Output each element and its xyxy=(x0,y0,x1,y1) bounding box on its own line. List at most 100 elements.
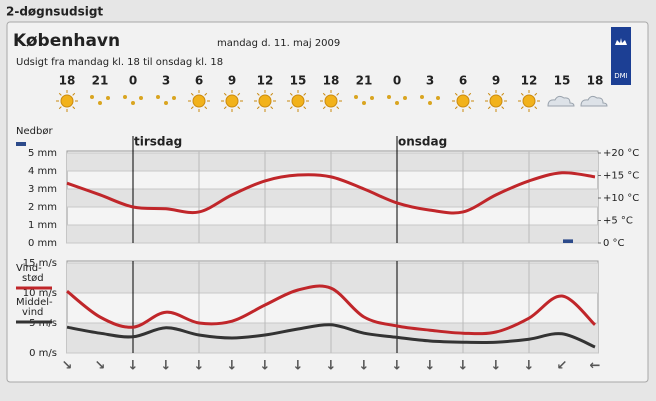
y-tick-label: 0 mm xyxy=(28,238,57,249)
wind-arrow: ↓ xyxy=(293,359,304,374)
hour-label: 21 xyxy=(92,74,109,88)
sun-ray xyxy=(190,92,194,96)
star-icon xyxy=(387,95,391,99)
legend-label: Middel- xyxy=(16,297,53,308)
wind-arrow: ↓ xyxy=(359,359,370,374)
hour-label: 18 xyxy=(323,74,340,88)
hour-label: 9 xyxy=(228,74,236,88)
y-tick-label: 3 mm xyxy=(28,184,57,195)
star-icon xyxy=(403,96,407,100)
hour-label: 15 xyxy=(290,74,307,88)
wind-arrow: ↓ xyxy=(392,359,403,374)
subtitle: Udsigt fra mandag kl. 18 til onsdag kl. … xyxy=(16,57,223,68)
legend-label: Nedbør xyxy=(16,126,53,137)
day-label: onsdag xyxy=(398,135,447,149)
sun-ray xyxy=(534,106,538,110)
line xyxy=(66,171,596,215)
sun-ray xyxy=(520,92,524,96)
date: mandag d. 11. maj 2009 xyxy=(217,38,340,49)
cloud-icon xyxy=(580,95,608,107)
wind-arrow: ↓ xyxy=(128,359,139,374)
sun-icon xyxy=(456,94,470,108)
wind-arrow: ← xyxy=(590,359,601,374)
sun-ray xyxy=(322,106,326,110)
star-icon xyxy=(123,95,127,99)
star-icon xyxy=(420,95,424,99)
star-icon xyxy=(354,95,358,99)
sun-ray xyxy=(303,92,307,96)
hour-label: 21 xyxy=(356,74,373,88)
star-icon xyxy=(164,101,168,105)
star-icon xyxy=(106,96,110,100)
hour-label: 18 xyxy=(59,74,76,88)
cloud-icon xyxy=(547,95,575,107)
y-tick-label: 10 m/s xyxy=(23,288,57,299)
sun-ray xyxy=(58,106,62,110)
y-tick-label: 5 mm xyxy=(28,148,57,159)
y-tick-label: 2 mm xyxy=(28,202,57,213)
sun-icon xyxy=(225,94,239,108)
sun-icon xyxy=(291,94,305,108)
band xyxy=(67,225,598,243)
hour-label: 15 xyxy=(554,74,571,88)
y2-tick-label: 0 °C xyxy=(603,238,625,249)
wind-arrow: ↓ xyxy=(161,359,172,374)
hour-label: 3 xyxy=(162,74,170,88)
sun-ray xyxy=(322,92,326,96)
hour-label: 6 xyxy=(195,74,203,88)
wind-arrow: ↓ xyxy=(326,359,337,374)
y-tick-label: 4 mm xyxy=(28,166,57,177)
sun-ray xyxy=(204,106,208,110)
line xyxy=(66,284,597,336)
wind-arrow: ↓ xyxy=(458,359,469,374)
legend-label: stød xyxy=(22,273,44,284)
sun-ray xyxy=(487,106,491,110)
sun-ray xyxy=(72,92,76,96)
logo-text: DMI xyxy=(614,72,628,80)
sun-icon xyxy=(489,94,503,108)
star-icon xyxy=(131,101,135,105)
line xyxy=(66,323,596,349)
city: København xyxy=(13,31,120,51)
sun-ray xyxy=(520,106,524,110)
sun-ray xyxy=(487,92,491,96)
sun-icon xyxy=(324,94,338,108)
sun-ray xyxy=(336,92,340,96)
y2-tick-label: +10 °C xyxy=(603,193,639,204)
day-label: tirsdag xyxy=(134,135,182,149)
sun-ray xyxy=(223,92,227,96)
section-title: 2-døgnsudsigt xyxy=(6,5,103,19)
band xyxy=(67,153,598,171)
sun-icon xyxy=(258,94,272,108)
legend-swatch xyxy=(16,142,26,146)
hour-label: 12 xyxy=(521,74,538,88)
sun-ray xyxy=(58,92,62,96)
sun-ray xyxy=(204,92,208,96)
sun-ray xyxy=(223,106,227,110)
y2-tick-label: +20 °C xyxy=(603,148,639,159)
wind-arrow: ↘ xyxy=(62,359,73,374)
y-tick-label: 1 mm xyxy=(28,220,57,231)
sun-ray xyxy=(237,92,241,96)
sun-ray xyxy=(336,106,340,110)
sun-ray xyxy=(289,106,293,110)
logo: DMI xyxy=(611,27,631,85)
wind-arrow: ↓ xyxy=(524,359,535,374)
sun-ray xyxy=(501,106,505,110)
wind-arrow: ↓ xyxy=(260,359,271,374)
sun-ray xyxy=(72,106,76,110)
sun-ray xyxy=(534,92,538,96)
sun-ray xyxy=(270,106,274,110)
sun-ray xyxy=(256,92,260,96)
band xyxy=(67,189,598,207)
sun-ray xyxy=(454,92,458,96)
hour-label: 0 xyxy=(129,74,137,88)
sun-ray xyxy=(270,92,274,96)
y-tick-label: 15 m/s xyxy=(23,258,57,269)
star-icon xyxy=(428,101,432,105)
wind-arrow: ↓ xyxy=(425,359,436,374)
star-icon xyxy=(362,101,366,105)
star-icon xyxy=(370,96,374,100)
sun-ray xyxy=(468,92,472,96)
hour-label: 3 xyxy=(426,74,434,88)
